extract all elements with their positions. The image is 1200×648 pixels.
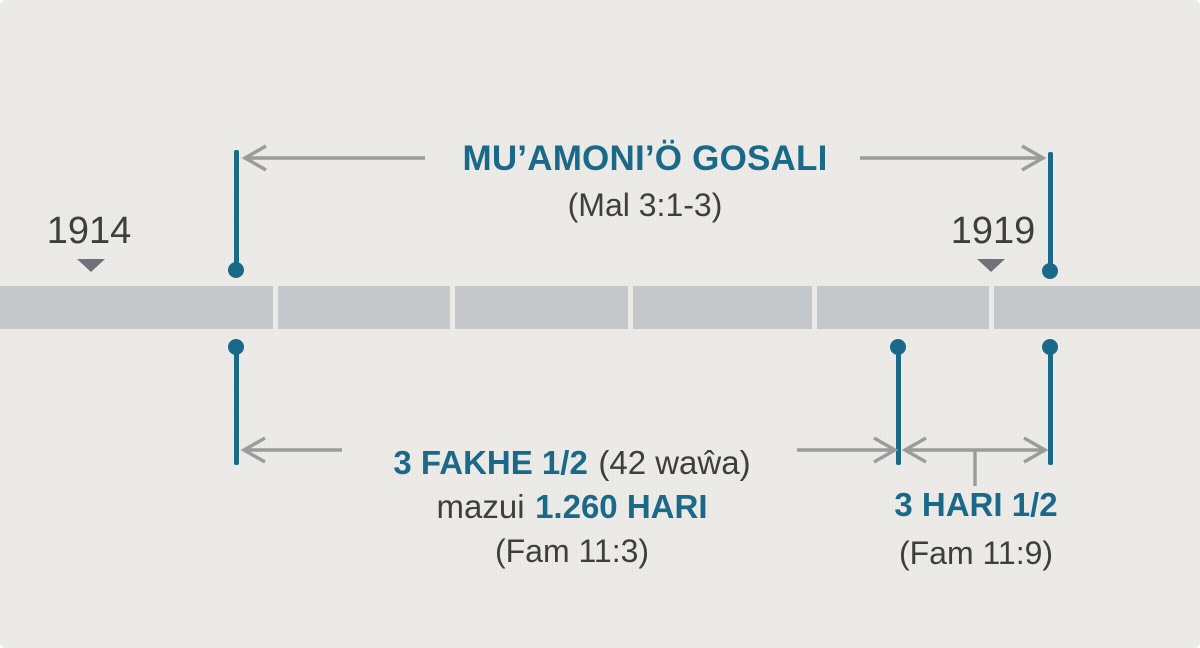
duration-line: 3 FAKHE 1/2 (42 waŵa) — [322, 441, 822, 485]
timeline-segment-gap — [628, 286, 633, 329]
timeline-bar — [0, 286, 1200, 329]
period-3-half-days-annotation: 3 HARI 1/2 (Fam 11:9) — [851, 486, 1101, 572]
arrow-right-icon — [797, 436, 899, 464]
down-triangle-icon — [977, 259, 1005, 272]
marker-dot — [890, 339, 906, 355]
marker-dot — [1042, 263, 1058, 279]
marker-dot — [228, 262, 244, 278]
period-1260-days-annotation: 3 FAKHE 1/2 (42 waŵa) mazui 1.260 HARI (Fa… — [322, 441, 822, 573]
double-arrow-icon — [901, 436, 1049, 486]
arrow-right-icon — [860, 144, 1047, 172]
equivalent-days: 1.260 HARI — [535, 488, 708, 525]
timeline-segment-gap — [812, 286, 817, 329]
marker-dot — [1042, 339, 1058, 355]
scripture-reference: (Fam 11:9) — [898, 535, 1054, 571]
down-triangle-icon — [77, 259, 105, 272]
arrow-left-icon — [240, 436, 342, 464]
duration-days: 3 HARI 1/2 — [894, 486, 1058, 523]
span-end-line-top — [1048, 152, 1053, 271]
span-start-line-bottom — [234, 347, 239, 465]
equivalent-prefix: mazui — [436, 488, 525, 525]
span-end-line-bottom — [1048, 347, 1053, 465]
diagram-title: MU’AMONI’Ö GOSALI — [462, 139, 828, 178]
scripture-reference: (Mal 3:1-3) — [567, 187, 723, 223]
top-annotation: MU’AMONI’Ö GOSALI (Mal 3:1-3) — [345, 139, 945, 224]
timeline-segment-gap — [273, 286, 278, 329]
timeline-segment-gap — [989, 286, 994, 329]
span-mid-line-bottom — [896, 347, 901, 465]
span-start-line-top — [234, 150, 239, 270]
arrow-left-icon — [241, 144, 425, 172]
duration-note: (42 waŵa) — [598, 444, 751, 481]
duration-years: 3 FAKHE 1/2 — [393, 444, 588, 481]
year-label-end: 1919 — [950, 210, 1036, 252]
equivalent-line: mazui 1.260 HARI — [322, 485, 822, 529]
scripture-reference: (Fam 11:3) — [494, 533, 650, 569]
timeline-segment-gap — [450, 286, 455, 329]
year-label-start: 1914 — [46, 210, 132, 252]
marker-dot — [228, 339, 244, 355]
